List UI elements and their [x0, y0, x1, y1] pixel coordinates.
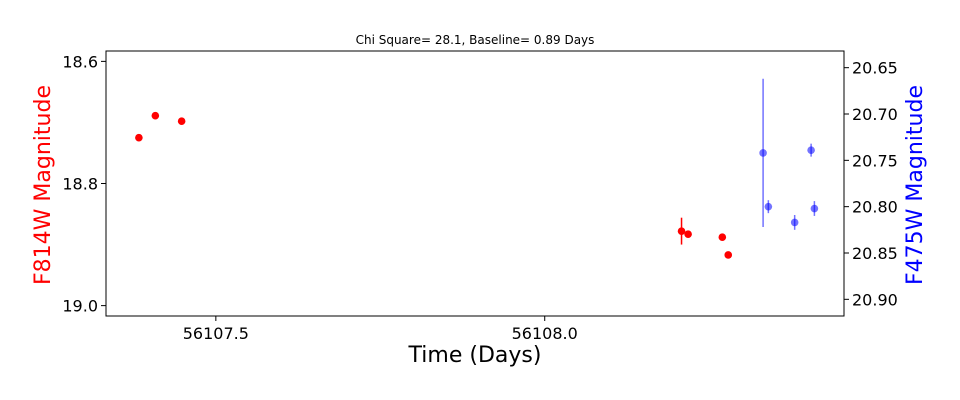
plot-frame	[105, 50, 845, 317]
chart-title: Chi Square= 28.1, Baseline= 0.89 Days	[356, 33, 595, 47]
f475w-point	[807, 146, 815, 154]
f475w-point	[810, 204, 819, 213]
left-y-axis-ticks: 18.6 18.8 19.0	[62, 52, 106, 316]
f475w-point	[790, 218, 799, 227]
f814w-point	[677, 227, 686, 235]
right-y-axis-ticks: 20.65 20.70 20.75 20.80 20.85 20.90	[844, 59, 898, 309]
x-tick-label: 56107.5	[183, 324, 249, 343]
x-axis-ticks: 56107.5 56108.0	[183, 316, 578, 343]
f814w-point	[135, 133, 143, 142]
f475w-point	[759, 149, 767, 157]
right-y-tick-label: 20.65	[852, 59, 898, 78]
f814w-point	[724, 251, 733, 259]
left-y-tick-label: 19.0	[62, 297, 98, 316]
left-y-axis-label: F814W Magnitude	[31, 85, 56, 285]
right-y-tick-label: 20.75	[852, 151, 898, 170]
x-tick-label: 56108.0	[512, 324, 578, 343]
right-y-tick-label: 20.70	[852, 105, 898, 124]
x-axis-label: Time (Days)	[408, 343, 542, 368]
f814w-point	[684, 230, 692, 238]
f814w-point	[151, 111, 160, 120]
right-y-axis-label: F475W Magnitude	[903, 85, 928, 285]
f814w-point	[718, 233, 727, 242]
right-y-tick-label: 20.85	[852, 244, 898, 263]
left-y-tick-label: 18.6	[62, 52, 98, 71]
f814w-point	[177, 117, 186, 126]
data-points	[135, 78, 819, 259]
right-y-tick-label: 20.90	[852, 290, 898, 309]
left-y-tick-label: 18.8	[62, 175, 98, 194]
right-y-tick-label: 20.80	[852, 198, 898, 217]
f475w-point	[764, 202, 773, 211]
